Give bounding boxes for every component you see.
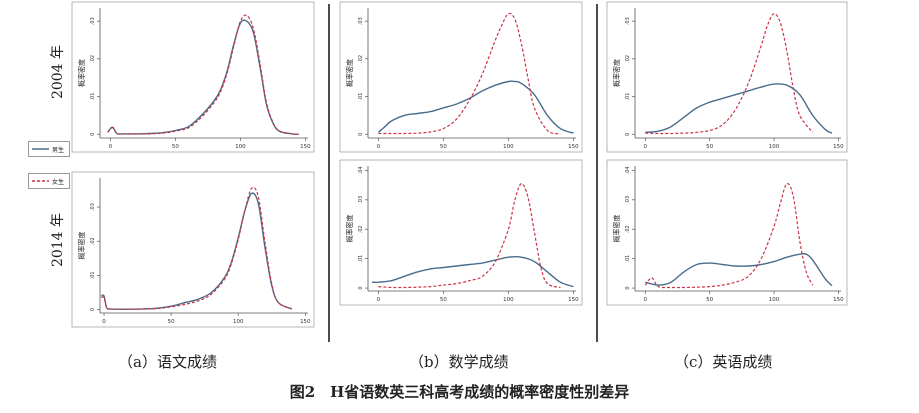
x-tick-label: 50 bbox=[440, 144, 447, 150]
x-tick-label: 100 bbox=[235, 144, 246, 150]
y-tick-label: .04 bbox=[625, 166, 631, 174]
series-line-female bbox=[101, 186, 293, 310]
y-tick-label: .01 bbox=[358, 93, 364, 101]
y-tick-label: 0 bbox=[358, 286, 364, 289]
x-tick-label: 0 bbox=[644, 297, 648, 303]
chart-panel: 0 50 100 150 0 .01 .02 .03 概率密度 bbox=[339, 1, 583, 153]
panel-frame bbox=[71, 171, 315, 328]
x-tick-label: 150 bbox=[300, 319, 311, 325]
y-tick-label: .02 bbox=[90, 55, 96, 63]
chart-panel: 0 50 100 150 0 .01 .02 .03 概率密度 bbox=[71, 1, 315, 153]
x-tick-label: 100 bbox=[233, 319, 244, 325]
y-tick-label: .02 bbox=[358, 225, 364, 233]
y-tick-label: .03 bbox=[625, 196, 631, 204]
x-tick-label: 100 bbox=[503, 297, 514, 303]
y-tick-label: .03 bbox=[625, 17, 631, 25]
y-tick-label: 0 bbox=[358, 133, 364, 136]
x-tick-label: 150 bbox=[300, 144, 311, 150]
x-tick-label: 100 bbox=[769, 297, 780, 303]
panel-frame bbox=[606, 1, 848, 153]
x-tick-label: 0 bbox=[377, 144, 381, 150]
y-tick-label: .03 bbox=[358, 196, 364, 204]
y-tick-label: .04 bbox=[358, 166, 364, 174]
y-axis-label: 概率密度 bbox=[612, 215, 621, 243]
series-line-male bbox=[371, 256, 574, 288]
chart-panel: 0 50 100 150 0 .01 .02 .03 概率密度 bbox=[71, 171, 315, 328]
x-tick-label: 0 bbox=[644, 144, 648, 150]
y-tick-label: .03 bbox=[90, 17, 96, 25]
series-line-female bbox=[378, 12, 561, 135]
y-axis-label: 概率密度 bbox=[345, 215, 354, 243]
series-line-female bbox=[378, 183, 561, 289]
series-line-female bbox=[644, 182, 814, 289]
y-tick-label: .01 bbox=[358, 255, 364, 263]
legend-female: 女生 bbox=[28, 173, 70, 189]
x-tick-label: 150 bbox=[568, 297, 579, 303]
caption-chinese: （a）语文成绩 bbox=[118, 353, 217, 371]
x-tick-label: 50 bbox=[706, 297, 713, 303]
row-label-2014: 2014 年 bbox=[50, 212, 67, 268]
series-line-male bbox=[377, 80, 574, 134]
y-tick-label: .01 bbox=[625, 93, 631, 101]
y-tick-label: 0 bbox=[625, 286, 631, 289]
y-tick-label: 0 bbox=[90, 308, 96, 311]
x-tick-label: 100 bbox=[503, 144, 514, 150]
x-tick-label: 0 bbox=[109, 144, 113, 150]
y-axis-label: 概率密度 bbox=[345, 59, 354, 87]
y-tick-label: .02 bbox=[358, 55, 364, 63]
x-tick-label: 50 bbox=[168, 319, 175, 325]
row-label-2004: 2004 年 bbox=[50, 44, 67, 100]
y-tick-label: .01 bbox=[90, 271, 96, 279]
caption-english: （c）英语成绩 bbox=[674, 353, 773, 371]
panel-frame bbox=[339, 159, 583, 306]
y-tick-label: .02 bbox=[625, 55, 631, 63]
y-tick-label: 0 bbox=[625, 133, 631, 136]
y-tick-label: .01 bbox=[625, 255, 631, 263]
chart-panel: 0 50 100 150 0 .01 .02 .03 概率密度 bbox=[606, 1, 848, 153]
x-tick-label: 150 bbox=[833, 144, 844, 150]
chart-panel: 0 50 100 150 0 .01 .02 .03 .04 概率密度 bbox=[339, 159, 583, 306]
panel-frame bbox=[339, 1, 583, 153]
y-tick-label: .03 bbox=[90, 203, 96, 211]
x-tick-label: 100 bbox=[769, 144, 780, 150]
figure-title: 图2 H省语数英三科高考成绩的概率密度性别差异 bbox=[289, 383, 630, 401]
legend-male-swatch bbox=[32, 148, 49, 150]
legend-male: 男生 bbox=[28, 141, 70, 157]
y-axis-label: 概率密度 bbox=[77, 232, 86, 260]
series-line-female bbox=[107, 14, 299, 135]
x-tick-label: 50 bbox=[440, 297, 447, 303]
x-tick-label: 0 bbox=[102, 319, 106, 325]
y-axis-label: 概率密度 bbox=[77, 59, 86, 87]
caption-math: （b）数学成绩 bbox=[409, 353, 509, 371]
y-axis-label: 概率密度 bbox=[612, 59, 621, 87]
panel-frame bbox=[606, 159, 848, 306]
series-line-male bbox=[645, 83, 833, 134]
y-tick-label: .01 bbox=[90, 93, 96, 101]
x-tick-label: 50 bbox=[706, 144, 713, 150]
y-tick-label: .02 bbox=[90, 237, 96, 245]
x-tick-label: 0 bbox=[377, 297, 381, 303]
chart-panel: 0 50 100 150 0 .01 .02 .03 .04 概率密度 bbox=[606, 159, 848, 306]
legend-male-label: 男生 bbox=[52, 147, 65, 154]
x-tick-label: 50 bbox=[172, 144, 179, 150]
legend-female-label: 女生 bbox=[52, 179, 65, 186]
series-line-female bbox=[645, 13, 814, 135]
y-tick-label: .03 bbox=[358, 17, 364, 25]
series-line-male bbox=[645, 252, 833, 287]
y-tick-label: 0 bbox=[90, 133, 96, 136]
x-tick-label: 150 bbox=[568, 144, 579, 150]
x-tick-label: 150 bbox=[833, 297, 844, 303]
panel-frame bbox=[71, 1, 315, 153]
y-tick-label: .02 bbox=[625, 225, 631, 233]
legend-female-swatch bbox=[32, 180, 49, 182]
